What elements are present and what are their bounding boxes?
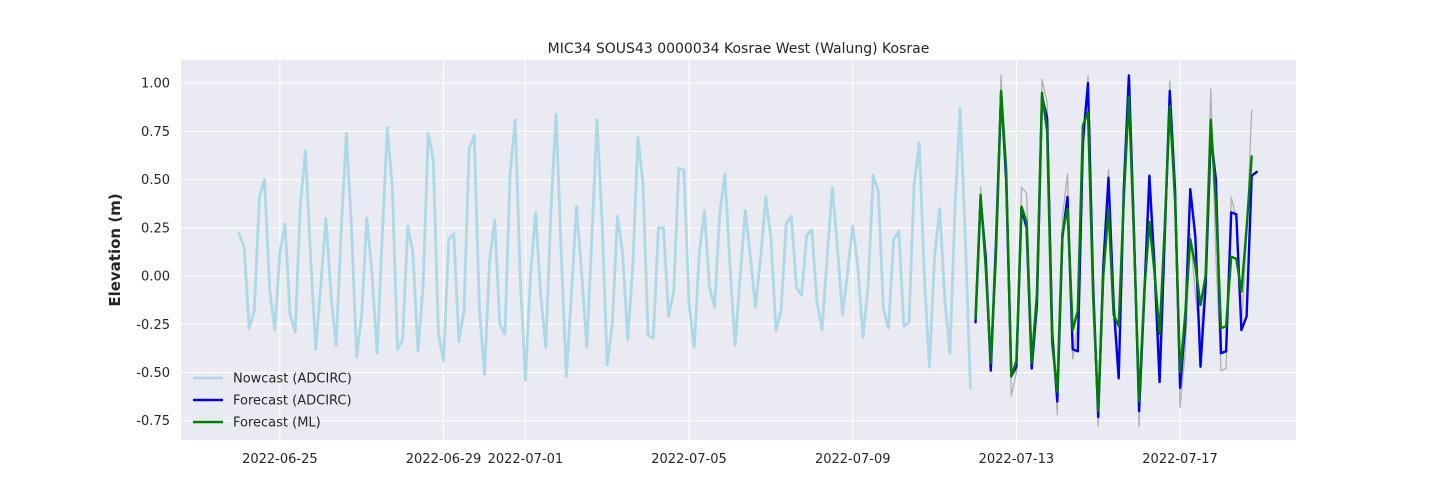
x-tick-label: 2022-07-17 <box>1142 452 1218 467</box>
y-tick-label: 0.50 <box>141 173 170 188</box>
y-tick-label: -0.75 <box>136 414 170 429</box>
x-tick-label: 2022-07-13 <box>979 452 1055 467</box>
y-tick-label: 0.25 <box>141 221 170 236</box>
chart-title: MIC34 SOUS43 0000034 Kosrae West (Walung… <box>548 41 930 57</box>
x-axis-ticks: 2022-06-25 2022-06-29 2022-07-01 2022-07-05… <box>242 452 1218 467</box>
series-layer <box>237 74 1258 428</box>
x-tick-label: 2022-06-25 <box>242 452 318 467</box>
y-axis-ticks: 1.00 0.75 0.50 0.25 0.00 -0.25 -0.50 -0.75 <box>136 77 170 430</box>
series-forecast-ml <box>974 89 1253 413</box>
y-tick-label: -0.25 <box>136 318 170 333</box>
x-tick-label: 2022-07-09 <box>815 452 891 467</box>
y-tick-label: 0.75 <box>141 125 170 140</box>
y-axis-label: Elevation (m) <box>106 193 124 306</box>
x-tick-label: 2022-07-01 <box>488 452 564 467</box>
legend-label: Forecast (ADCIRC) <box>233 394 352 409</box>
legend-label: Nowcast (ADCIRC) <box>233 372 352 387</box>
x-tick-label: 2022-07-05 <box>651 452 727 467</box>
legend: Nowcast (ADCIRC) Forecast (ADCIRC) Forecas… <box>193 372 352 431</box>
y-tick-label: 1.00 <box>141 77 170 92</box>
x-tick-label: 2022-06-29 <box>406 452 482 467</box>
legend-label: Forecast (ML) <box>233 416 321 431</box>
y-tick-label: -0.50 <box>136 366 170 381</box>
series-nowcast-adcirc <box>237 106 972 390</box>
y-tick-label: 0.00 <box>141 270 170 285</box>
